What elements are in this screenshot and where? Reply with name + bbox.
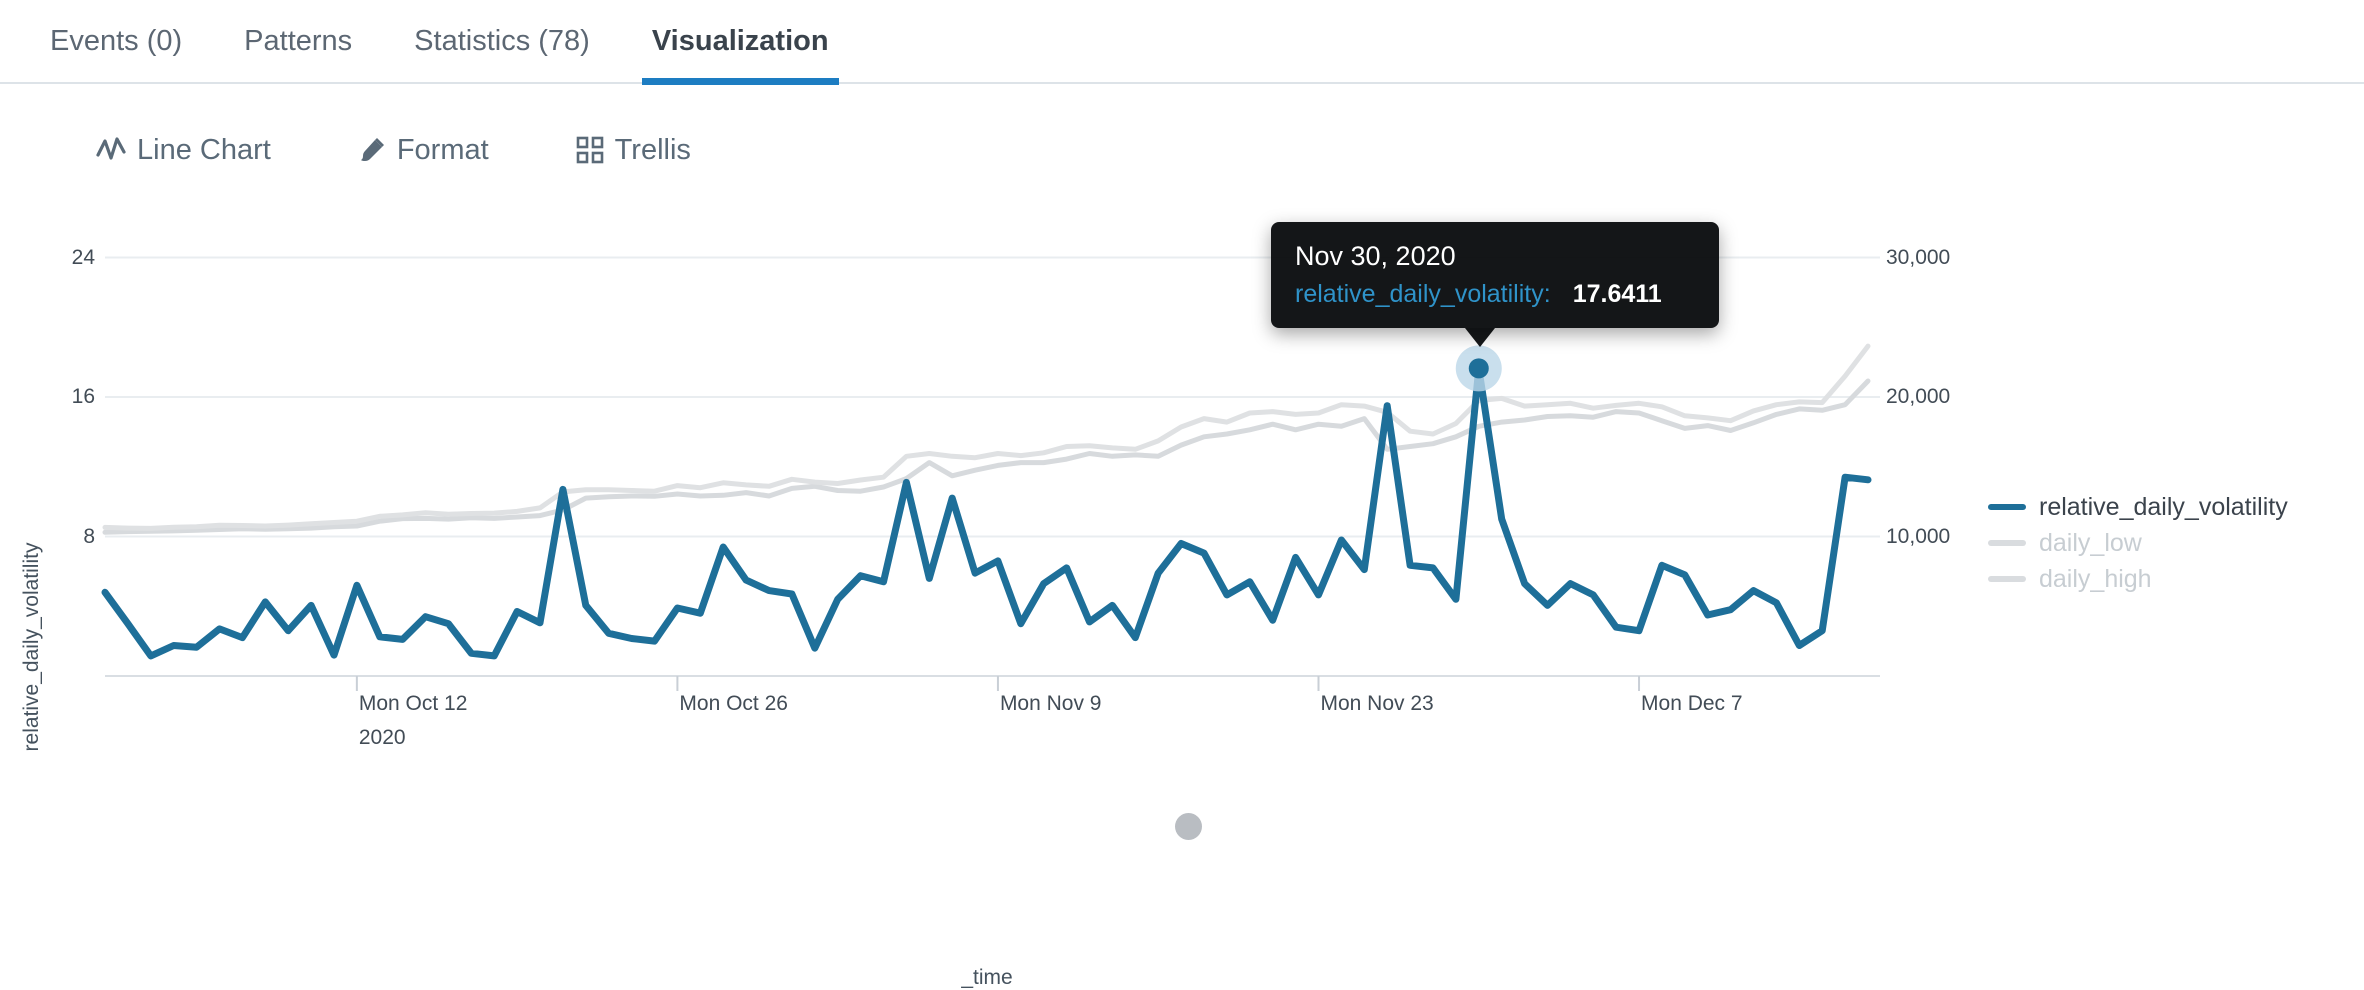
x-tick-label: Mon Oct 26	[679, 692, 788, 715]
line-chart-canvas[interactable]	[0, 0, 2364, 826]
legend-item-daily-low[interactable]: daily_low	[1988, 525, 2288, 561]
legend-swatch-gray-low	[1988, 540, 2026, 546]
tab-statistics-label: Statistics (78)	[414, 24, 590, 57]
chart-legend: relative_daily_volatility daily_low dail…	[1988, 489, 2288, 597]
tooltip-field-value: 17.6411	[1572, 280, 1662, 308]
tooltip-row: relative_daily_volatility: 17.6411	[1295, 280, 1695, 309]
results-tab-bar: Events (0) Patterns Statistics (78) Visu…	[0, 0, 2364, 85]
tooltip-field-name: relative_daily_volatility:	[1295, 280, 1551, 308]
legend-swatch-blue	[1988, 504, 2026, 510]
tab-visualization[interactable]: Visualization	[641, 0, 839, 85]
legend-label: relative_daily_volatility	[2039, 492, 2288, 521]
legend-item-relative-daily-volatility[interactable]: relative_daily_volatility	[1988, 489, 2288, 525]
series-daily_high	[102, 343, 1871, 531]
format-button[interactable]: Format	[357, 134, 489, 167]
legend-item-daily-high[interactable]: daily_high	[1988, 561, 2288, 597]
legend-label: daily_high	[2039, 564, 2152, 593]
line-chart-pulse-icon	[95, 134, 127, 166]
y-left-tick-label: 8	[83, 524, 95, 548]
tooltip-arrow	[1465, 328, 1495, 347]
trellis-grid-icon	[575, 135, 605, 165]
series-daily_low	[102, 378, 1871, 535]
chart-type-button[interactable]: Line Chart	[95, 134, 271, 167]
active-tab-underline	[641, 78, 839, 85]
tab-visualization-label: Visualization	[651, 24, 829, 57]
y-left-tick-label: 16	[71, 385, 95, 408]
x-tick-label: Mon Oct 12	[358, 692, 468, 715]
trellis-button[interactable]: Trellis	[575, 134, 691, 167]
legend-swatch-gray-high	[1988, 576, 2026, 582]
x-tick-label: Mon Nov 9	[999, 692, 1102, 715]
format-label: Format	[396, 133, 489, 166]
tab-patterns-label: Patterns	[244, 24, 353, 57]
highlight-dot[interactable]	[1468, 358, 1489, 379]
paintbrush-icon	[357, 135, 387, 165]
x-tick-label: Mon Nov 23	[1320, 692, 1434, 715]
panel-resize-handle[interactable]	[1175, 813, 1202, 840]
tooltip-date: Nov 30, 2020	[1295, 241, 1456, 271]
trellis-label: Trellis	[614, 133, 691, 166]
series-relative_daily_volatility	[101, 364, 1872, 660]
y-right-tick-label: 10,000	[1886, 524, 1951, 548]
x-axis-title: _time	[961, 966, 1013, 989]
visualization-toolbar: Line Chart Format Trellis	[95, 118, 691, 182]
x-tick-label: Mon Dec 7	[1641, 692, 1743, 715]
tab-patterns[interactable]: Patterns	[244, 0, 352, 83]
y-right-tick-label: 30,000	[1886, 245, 1951, 269]
y-left-tick-label: 24	[71, 245, 95, 269]
tab-events-label: Events (0)	[50, 24, 183, 57]
line-chart-panel: relative_daily_volatility _time 24 16 8 30,…	[0, 190, 2364, 990]
chart-type-label: Line Chart	[137, 133, 271, 166]
tab-statistics[interactable]: Statistics (78)	[414, 0, 590, 83]
chart-tooltip: Nov 30, 2020 relative_daily_volatility: …	[1271, 222, 1719, 347]
y-axis-title: relative_daily_volatility	[20, 542, 43, 752]
y-right-tick-label: 20,000	[1886, 385, 1951, 408]
legend-label: daily_low	[2039, 528, 2142, 557]
tab-events[interactable]: Events (0)	[50, 0, 182, 83]
x-tick-sublabel: 2020	[358, 726, 406, 749]
